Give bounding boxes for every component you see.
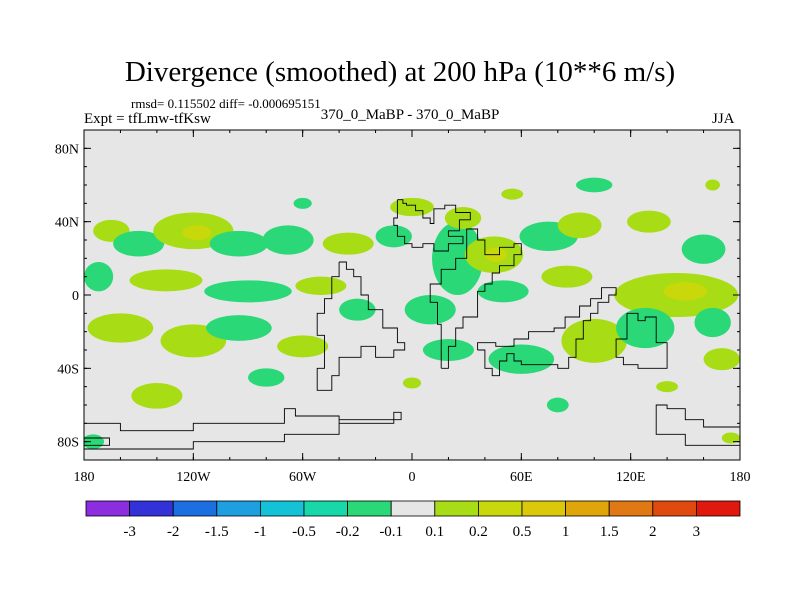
contour-blob-41	[703, 348, 740, 371]
contour-fills	[84, 177, 740, 449]
colorbar-swatch-5	[259, 500, 305, 517]
colorbar-label: -0.2	[336, 524, 360, 540]
contour-blob-14	[557, 212, 602, 239]
coastline-6	[84, 408, 402, 450]
contour-blob-44	[402, 377, 422, 389]
contour-blob-33	[87, 313, 154, 343]
colorbar-swatch-1	[85, 500, 130, 517]
contour-blob-29	[541, 265, 593, 288]
x-tick-label: 60E	[510, 470, 533, 485]
coastlines	[84, 199, 740, 450]
colorbar-swatch-10	[477, 500, 523, 517]
contour-blob-38	[488, 344, 555, 374]
contour-blob-23	[129, 269, 203, 292]
colorbar-swatch-12	[565, 500, 610, 517]
coastline-8	[84, 437, 110, 446]
coastline-2	[429, 228, 522, 369]
contour-blob-43	[248, 368, 285, 387]
contour-blob-32	[694, 307, 731, 338]
x-tick-label: 180	[730, 470, 751, 485]
colorbar-label: 0.5	[513, 524, 532, 540]
contour-blob-2	[113, 230, 165, 257]
colorbar-swatch-11	[521, 500, 566, 517]
contour-blob-16	[681, 234, 726, 264]
colorbar-label: 0.1	[425, 524, 444, 540]
colorbar-label: -0.1	[379, 524, 403, 540]
colorbar: -3 -2 -1.5 -1 -0.5 -0.2 -0.1 0.1 0.2 0.5 1 1.5 2 3	[85, 500, 741, 540]
experiment-label: Expt = tfLmw-tfKsw	[84, 111, 211, 127]
colorbar-label: 3	[693, 524, 701, 540]
contour-blob-7	[322, 232, 374, 255]
coastline-4	[477, 287, 617, 377]
y-tick-label: 0	[72, 289, 79, 304]
colorbar-label: -1	[254, 524, 267, 540]
contour-blob-27	[404, 295, 456, 325]
contour-blob-36	[277, 335, 329, 358]
colorbar-swatch-15	[696, 500, 741, 517]
colorbar-label: -2	[167, 524, 180, 540]
coastline-1	[393, 199, 471, 252]
map-layer	[84, 130, 740, 460]
coastline-3	[316, 261, 406, 391]
colorbar-swatch-7	[347, 500, 392, 517]
y-tick-label: 80N	[55, 142, 79, 157]
contour-blob-25	[295, 276, 347, 296]
x-tick-label: 120W	[176, 470, 211, 485]
colorbar-swatch-6	[303, 500, 348, 517]
colorbar-swatch-8	[390, 500, 436, 517]
colorbar-swatch-4	[216, 500, 261, 517]
colorbar-label: 0.2	[469, 524, 488, 540]
contour-blob-48	[721, 432, 740, 444]
colorbar-swatch-9	[434, 500, 479, 517]
colorbar-label: -3	[123, 524, 136, 540]
x-tick-label: 0	[409, 470, 416, 485]
contour-blob-42	[131, 383, 183, 409]
y-tick-label: 40N	[55, 216, 79, 231]
contour-blob-8	[375, 225, 412, 248]
x-tick-label: 180	[74, 470, 95, 485]
contour-blob-6	[262, 225, 314, 255]
contour-blob-5	[209, 230, 269, 257]
colorbar-label: 1	[562, 524, 570, 540]
contour-blob-45	[546, 397, 569, 413]
contour-blob-26	[339, 298, 376, 321]
stats-label: rmsd= 0.115502 diff= -0.000695151	[131, 96, 321, 111]
contour-blob-39	[561, 318, 628, 363]
colorbar-label: 1.5	[600, 524, 619, 540]
contour-blob-40	[616, 307, 675, 349]
contour-blob-19	[501, 188, 524, 200]
contour-blob-4	[182, 225, 212, 241]
colorbar-label: 2	[649, 524, 657, 540]
colorbar-swatch-2	[129, 500, 174, 517]
colorbar-label: -1.5	[205, 524, 229, 540]
contour-blob-18	[576, 177, 613, 193]
colorbar-swatch-13	[608, 500, 654, 517]
y-tick-label: 40S	[57, 362, 79, 377]
season-label: JJA	[712, 111, 735, 127]
colorbar-swatch-14	[652, 500, 697, 517]
axes-layer: 180 120W 60W 0 60E 120E 180 80N 40N 0 40S 80S	[55, 129, 751, 485]
contour-blob-22	[84, 262, 114, 292]
chart-title: Divergence (smoothed) at 200 hPa (10**6 …	[124, 56, 676, 88]
contour-blob-10	[444, 207, 482, 229]
contour-blob-24	[204, 280, 292, 303]
contour-blob-31	[663, 282, 708, 301]
contour-blob-20	[293, 197, 312, 209]
contour-blob-17	[390, 197, 434, 217]
run-label: 370_0_MaBP - 370_0_MaBP	[320, 107, 500, 123]
colorbar-swatch-3	[172, 500, 218, 517]
coastline-7	[655, 404, 740, 446]
contour-blob-46	[656, 381, 679, 393]
contour-blob-28	[477, 280, 529, 303]
colorbar-label: -0.5	[292, 524, 316, 540]
contour-blob-21	[705, 179, 720, 191]
x-tick-label: 60W	[289, 470, 317, 485]
contour-blob-35	[206, 315, 272, 341]
x-tick-label: 120E	[616, 470, 646, 485]
y-tick-label: 80S	[57, 436, 79, 451]
coastline-5	[615, 312, 668, 369]
contour-blob-15	[627, 210, 671, 233]
